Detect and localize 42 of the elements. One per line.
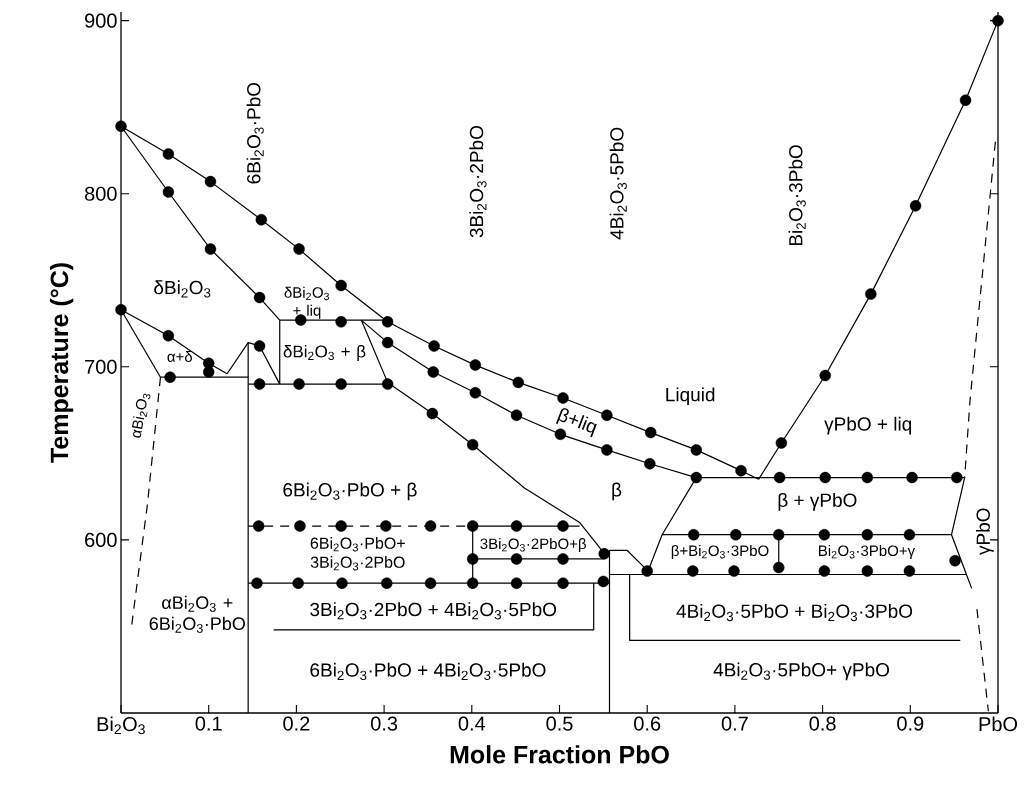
text: 6Bi$_{2}$O$_{3}$·PbO+ 3Bi$_{2}$O$_{3}$·2PbO	[310, 537, 405, 571]
x-tick-label: 0.9	[897, 716, 924, 731]
annotation: 4Bi$_{2}$O$_{3}$·5PbO+ γPbO	[713, 662, 890, 681]
annotation: αBi$_{2}$O$_{3}$	[131, 393, 151, 438]
y-axis-title: Temperature (°C)	[49, 263, 74, 463]
x-axis-title: Mole Fraction PbO	[450, 745, 669, 764]
annotation: 6Bi$_{2}$O$_{3}$·PbO	[246, 82, 264, 184]
y-tick-label: 600	[85, 532, 117, 547]
annotation: δBi$_{2}$O$_{3}$ + liq	[284, 286, 329, 319]
x-tick-label: Bi$_{2}$O$_{3}$	[97, 716, 145, 735]
annotation: 6Bi$_{2}$O$_{3}$·PbO + β	[283, 482, 417, 501]
annotation: Liquid	[666, 387, 715, 406]
y-tick-label: 800	[84, 186, 117, 201]
annotation: 3Bi$_{2}$O$_{3}$·2PbO	[469, 126, 487, 238]
x-tick-label: 0.4	[458, 716, 486, 731]
text: 4Bi$_{2}$O$_{3}$·5PbO + Bi$_{2}$O$_{3}$·3PbO	[676, 603, 913, 622]
x-tick-label: 0.8	[809, 716, 836, 731]
annotation: γPbO + liq	[824, 416, 912, 435]
text: 3Bi$_{2}$O$_{3}$·2PbO + 4Bi$_{2}$O$_{3}$·5PbO	[310, 602, 557, 620]
annotation: γPbO	[975, 508, 994, 555]
x-tick-label: 0.3	[370, 716, 398, 731]
annotation: β+liq	[555, 408, 597, 438]
annotation: α+δ	[167, 350, 193, 362]
annotation: δBi$_{2}$O$_{3}$ + β	[283, 345, 366, 361]
x-tick-label: 0.2	[283, 716, 310, 731]
x-tick-label: 0.7	[721, 716, 748, 731]
x-tick-label: 0.1	[195, 716, 222, 731]
annotation: Bi$_{2}$O$_{3}$·3PbO	[788, 145, 806, 246]
y-tick-label: 900	[85, 13, 117, 28]
x-tick-label: 0.6	[634, 716, 661, 731]
annotation: β+Bi$_{2}$O$_{3}$·3PbO	[671, 545, 769, 559]
x-tick-label: PbO	[979, 716, 1018, 732]
annotation: Bi$_{2}$O$_{3}$·3PbO+γ	[819, 545, 916, 559]
annotation: δBi$_{2}$O$_{3}$	[154, 280, 211, 298]
text: αBi$_{2}$O$_{3}$ + 6Bi$_{2}$O$_{3}$·PbO	[149, 595, 245, 633]
annotation: β + γPbO	[778, 492, 857, 511]
annotation: β	[612, 482, 622, 501]
x-tick-label: 0.5	[546, 716, 573, 731]
text: 6Bi$_{2}$O$_{3}$·PbO + 4Bi$_{2}$O$_{3}$·5PbO	[310, 662, 546, 681]
annotation: 3Bi$_{2}$O$_{3}$·2PbO+β	[480, 538, 586, 553]
annotation: 4Bi$_{2}$O$_{3}$·5PbO	[609, 127, 627, 240]
y-tick-label: 700	[85, 359, 117, 374]
